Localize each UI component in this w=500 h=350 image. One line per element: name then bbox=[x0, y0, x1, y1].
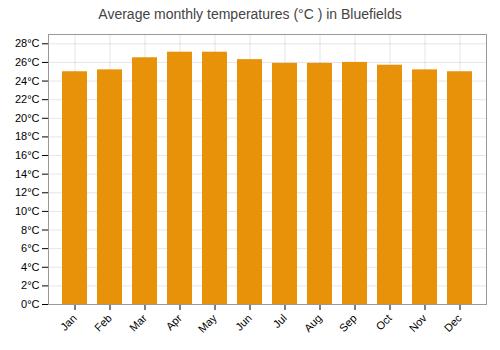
svg-text:Jul: Jul bbox=[270, 312, 288, 330]
svg-text:Aug: Aug bbox=[302, 312, 324, 334]
svg-text:May: May bbox=[196, 311, 220, 335]
html-text:Average monthly temperatures (: Average monthly temperatures (°C ) in Bl… bbox=[98, 6, 402, 22]
svg-text:Nov: Nov bbox=[407, 311, 430, 334]
svg-text:18°C: 18°C bbox=[15, 130, 40, 142]
svg-text:Sep: Sep bbox=[337, 312, 359, 334]
svg-text:20°C: 20°C bbox=[15, 112, 40, 124]
svg-text:26°C: 26°C bbox=[15, 56, 40, 68]
svg-text:2°C: 2°C bbox=[21, 279, 40, 291]
svg-text:Feb: Feb bbox=[92, 312, 114, 334]
svg-text:24°C: 24°C bbox=[15, 75, 40, 87]
svg-text:Oct: Oct bbox=[373, 312, 394, 333]
svg-text:22°C: 22°C bbox=[15, 93, 40, 105]
svg-text:16°C: 16°C bbox=[15, 149, 40, 161]
svg-text:Apr: Apr bbox=[163, 312, 184, 333]
svg-text:Dec: Dec bbox=[442, 311, 465, 334]
svg-text:6°C: 6°C bbox=[21, 242, 40, 254]
svg-text:14°C: 14°C bbox=[15, 168, 40, 180]
svg-text:8°C: 8°C bbox=[21, 224, 40, 236]
svg-text:Jan: Jan bbox=[58, 312, 79, 333]
svg-text:Mar: Mar bbox=[127, 312, 149, 334]
svg-text:10°C: 10°C bbox=[15, 205, 40, 217]
svg-text:28°C: 28°C bbox=[15, 37, 40, 49]
svg-text:4°C: 4°C bbox=[21, 261, 40, 273]
svg-text:12°C: 12°C bbox=[15, 186, 40, 198]
svg-text:0°C: 0°C bbox=[21, 298, 40, 310]
svg-text:Jun: Jun bbox=[233, 312, 254, 333]
